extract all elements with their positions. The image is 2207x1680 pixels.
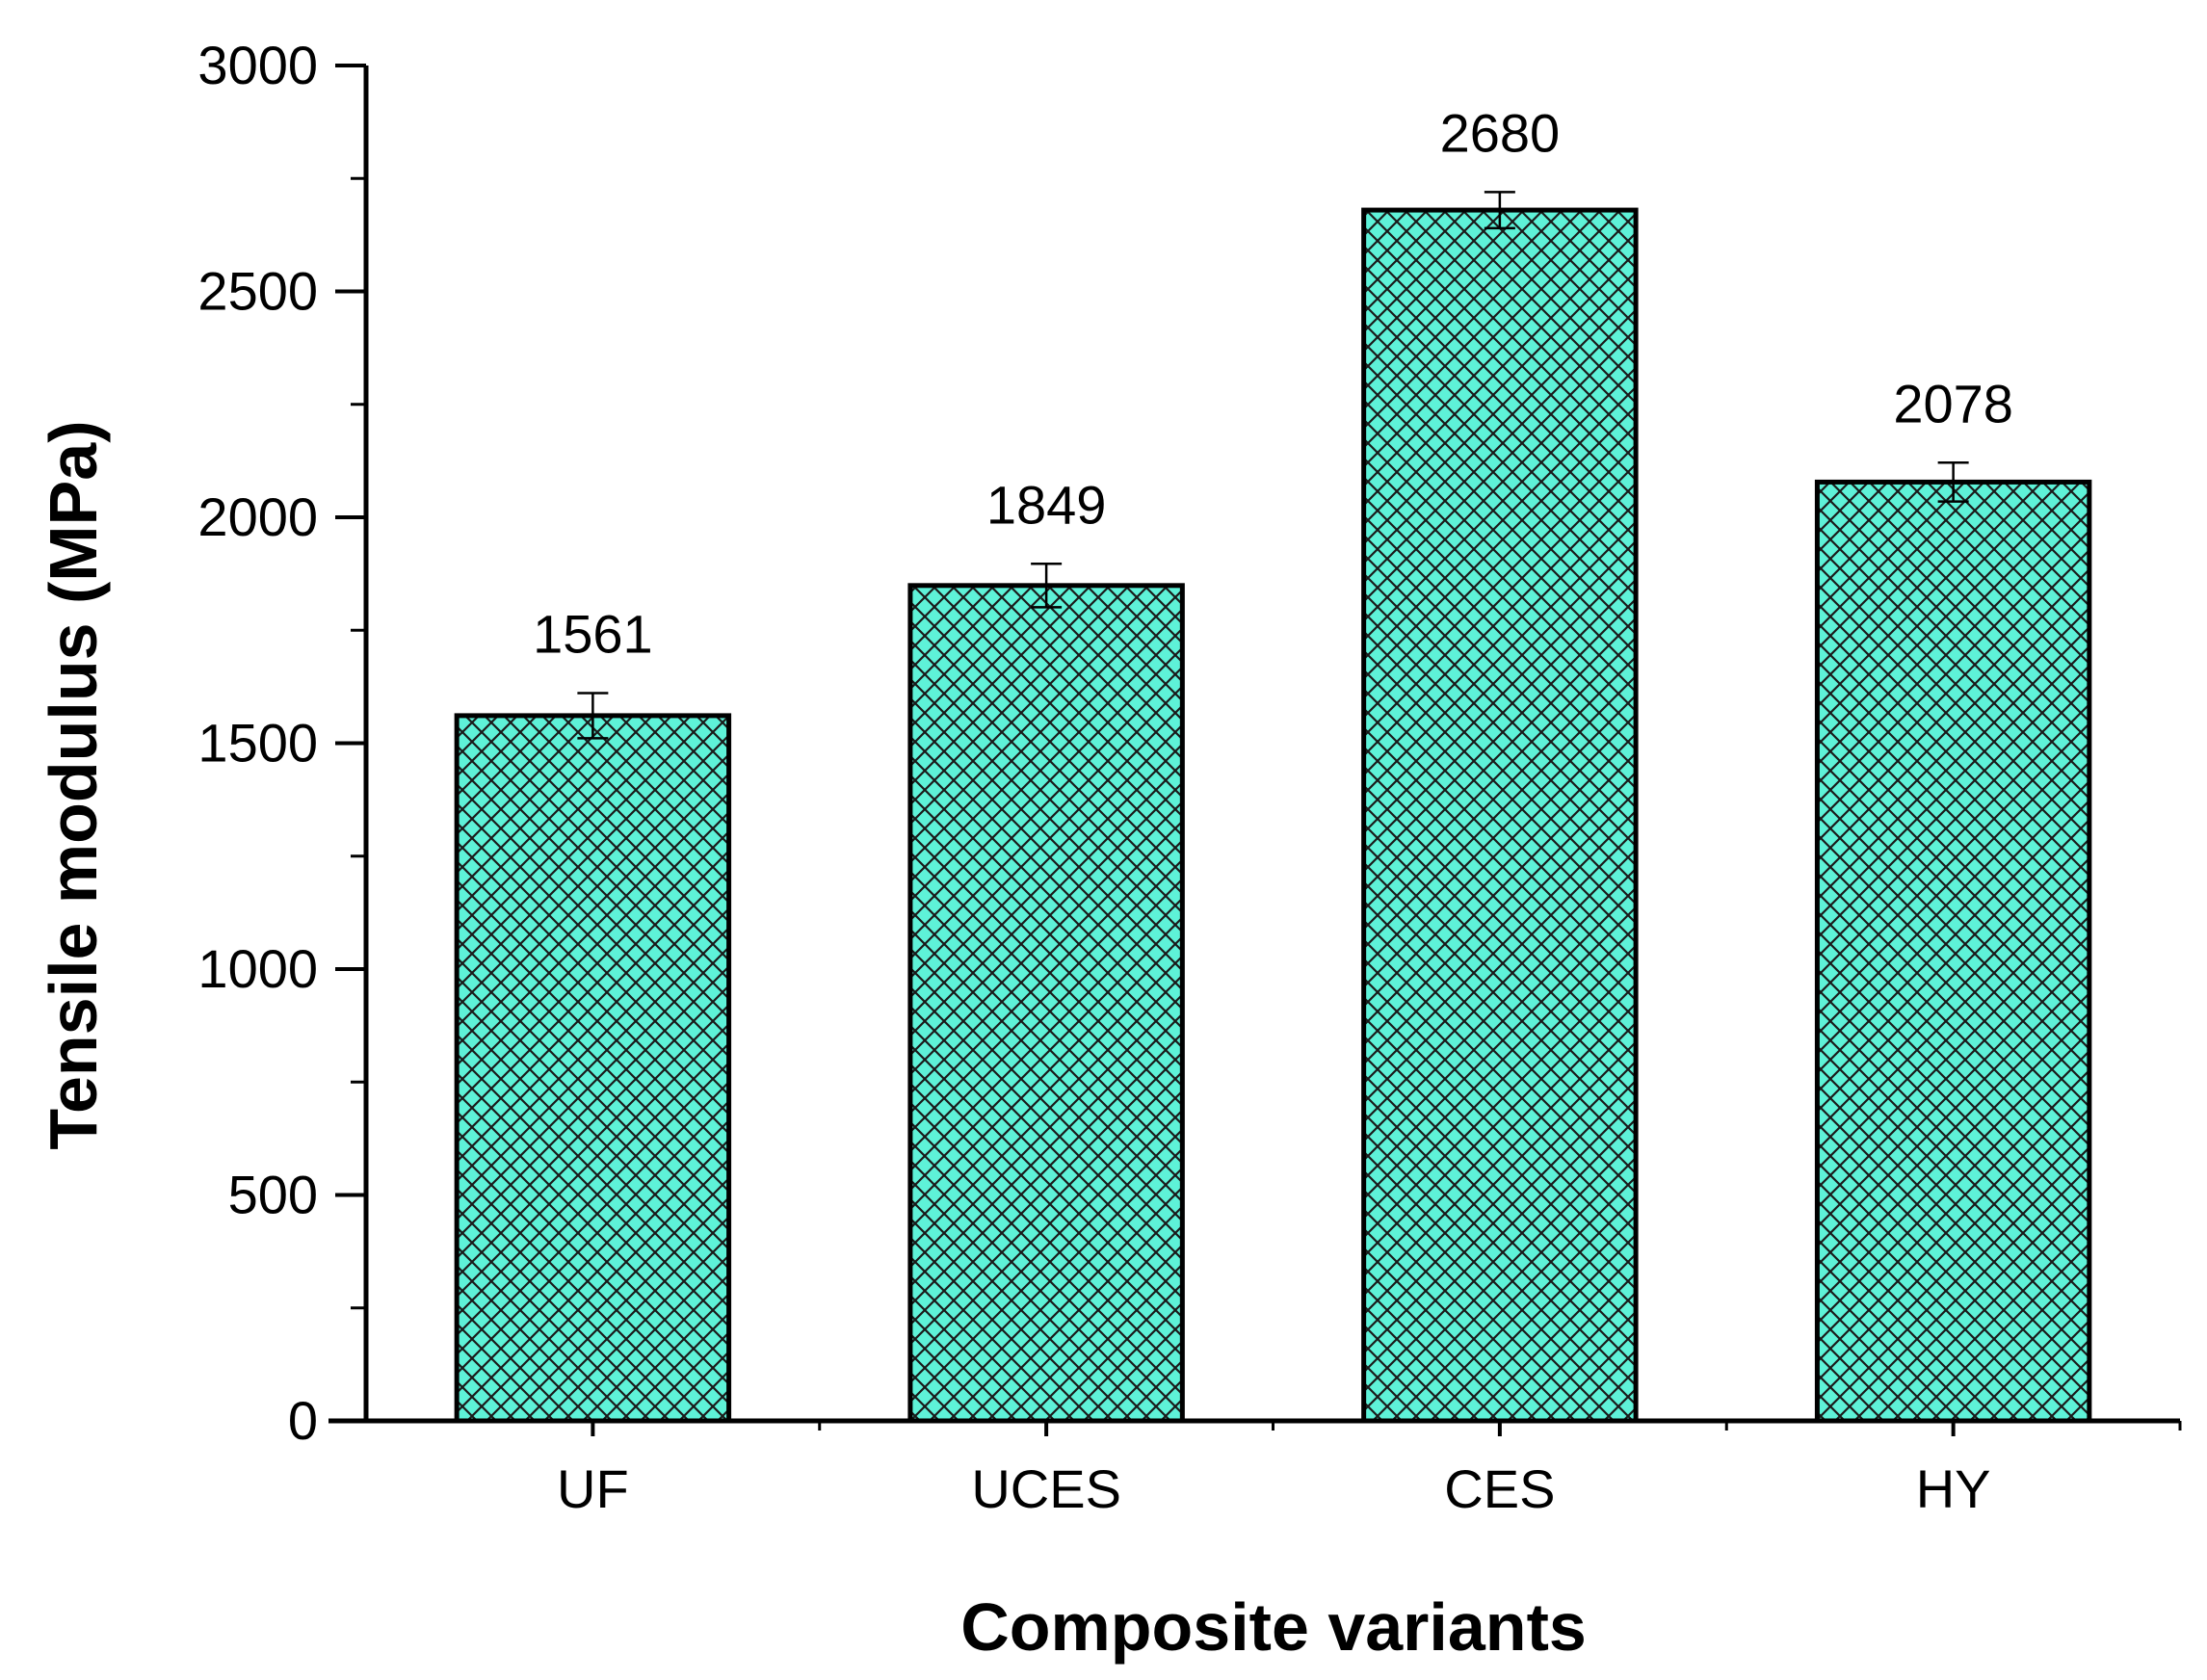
bars (454, 207, 2092, 1424)
x-tick-label-uces: UCES (971, 1458, 1121, 1519)
x-tick-labels: UF UCES CES HY (557, 1458, 1990, 1519)
y-tick-label: 3000 (197, 35, 318, 95)
y-tick-label: 1000 (197, 938, 318, 999)
data-label-uf: 1561 (533, 603, 653, 664)
error-bar-hy (1937, 461, 1969, 503)
data-labels: 1561 1849 2680 2078 (533, 102, 2013, 664)
bar-uces (907, 583, 1185, 1424)
x-tick-label-uf: UF (557, 1458, 629, 1519)
x-tick-label-hy: HY (1916, 1458, 1991, 1519)
data-label-uces: 1849 (986, 474, 1107, 535)
y-tick-label: 1500 (197, 713, 318, 774)
y-axis-title: Tensile modulus (MPa) (36, 420, 111, 1149)
x-ticks (591, 1421, 2182, 1436)
error-bar-ces (1484, 191, 1515, 230)
x-tick-label-ces: CES (1444, 1458, 1555, 1519)
y-tick-label: 0 (288, 1390, 318, 1451)
data-label-hy: 2078 (1893, 373, 2013, 433)
x-axis-title: Composite variants (960, 1589, 1587, 1665)
y-tick-labels: 0 500 1000 1500 2000 2500 3000 (197, 35, 318, 1451)
y-ticks (335, 64, 366, 1423)
y-tick-label: 500 (228, 1165, 318, 1225)
bar-hy (1814, 479, 2092, 1424)
y-tick-label: 2500 (197, 261, 318, 322)
error-bar-uces (1031, 563, 1063, 609)
error-bar-uf (577, 692, 609, 740)
y-tick-label: 2000 (197, 486, 318, 547)
bar-uf (454, 713, 732, 1424)
error-bars (577, 191, 1969, 740)
data-label-ces: 2680 (1440, 102, 1561, 163)
bar-ces (1361, 207, 1639, 1424)
